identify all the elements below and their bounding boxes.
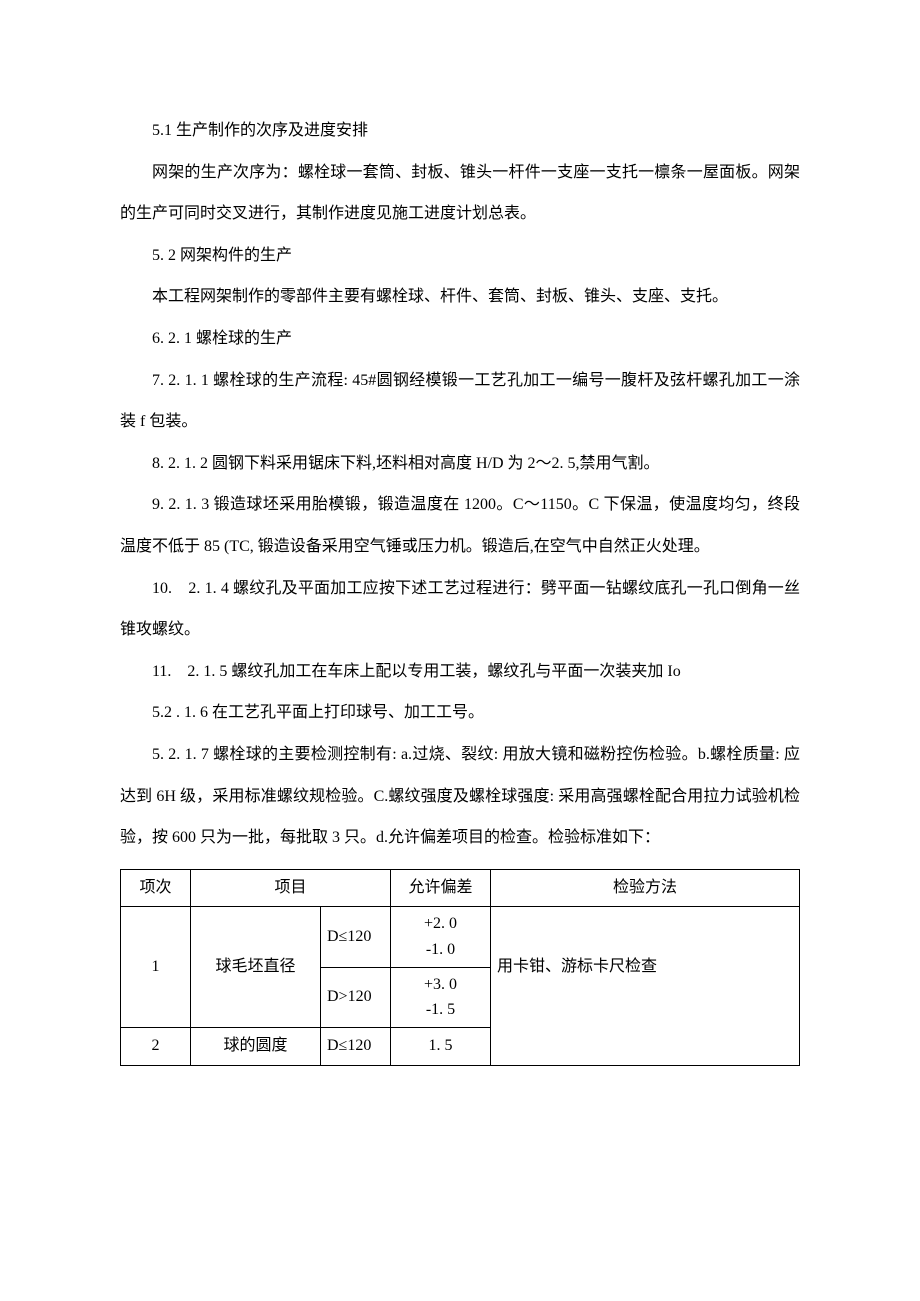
table-row: 1 球毛坯直径 D≤120 +2. 0 -1. 0 用卡钳、游标卡尺检查 <box>121 907 800 967</box>
tolerance-table: 项次 项目 允许偏差 检验方法 1 球毛坯直径 D≤120 +2. 0 -1. … <box>120 869 800 1066</box>
table-cell: D≤120 <box>321 907 391 967</box>
tolerance-value: -1. 0 <box>397 937 484 963</box>
paragraph: 10. 2. 1. 4 螺纹孔及平面加工应按下述工艺过程进行：劈平面一钻螺纹底孔… <box>120 568 800 651</box>
paragraph: 网架的生产次序为：螺栓球一套筒、封板、锥头一杆件一支座一支托一檩条一屋面板。网架… <box>120 152 800 235</box>
heading-5-2: 5. 2 网架构件的生产 <box>120 235 800 277</box>
table-cell: 2 <box>121 1027 191 1065</box>
table-header-cell: 允许偏差 <box>391 869 491 907</box>
tolerance-value: -1. 5 <box>397 997 484 1023</box>
table-cell: +2. 0 -1. 0 <box>391 907 491 967</box>
table-header-row: 项次 项目 允许偏差 检验方法 <box>121 869 800 907</box>
table-header-cell: 检验方法 <box>491 869 800 907</box>
table-cell: D>120 <box>321 967 391 1027</box>
table-cell: 球毛坯直径 <box>191 907 321 1027</box>
paragraph: 11. 2. 1. 5 螺纹孔加工在车床上配以专用工装，螺纹孔与平面一次装夹加 … <box>120 651 800 693</box>
paragraph: 5. 2. 1. 7 螺栓球的主要检测控制有: a.过烧、裂纹: 用放大镜和磁粉… <box>120 734 800 859</box>
paragraph: 本工程网架制作的零部件主要有螺栓球、杆件、套筒、封板、锥头、支座、支托。 <box>120 276 800 318</box>
paragraph: 7. 2. 1. 1 螺栓球的生产流程: 45#圆钢经模锻一工艺孔加工一编号一腹… <box>120 360 800 443</box>
paragraph: 8. 2. 1. 2 圆钢下料采用锯床下料,坯料相对高度 H/D 为 2～2. … <box>120 443 800 485</box>
table-cell <box>491 1027 800 1065</box>
table-cell: 用卡钳、游标卡尺检查 <box>491 907 800 1027</box>
table-cell: 1 <box>121 907 191 1027</box>
tolerance-value: +2. 0 <box>397 911 484 937</box>
heading-5-1: 5.1 生产制作的次序及进度安排 <box>120 110 800 152</box>
paragraph: 6. 2. 1 螺栓球的生产 <box>120 318 800 360</box>
table-cell: 1. 5 <box>391 1027 491 1065</box>
document-page: 5.1 生产制作的次序及进度安排 网架的生产次序为：螺栓球一套筒、封板、锥头一杆… <box>0 0 920 1301</box>
paragraph: 9. 2. 1. 3 锻造球坯采用胎模锻，锻造温度在 1200。C～1150。C… <box>120 484 800 567</box>
table-header-cell: 项目 <box>191 869 391 907</box>
table-row: 2 球的圆度 D≤120 1. 5 <box>121 1027 800 1065</box>
table-cell: +3. 0 -1. 5 <box>391 967 491 1027</box>
tolerance-value: +3. 0 <box>397 972 484 998</box>
table-cell: D≤120 <box>321 1027 391 1065</box>
table-cell: 球的圆度 <box>191 1027 321 1065</box>
table-header-cell: 项次 <box>121 869 191 907</box>
paragraph: 5.2 . 1. 6 在工艺孔平面上打印球号、加工工号。 <box>120 692 800 734</box>
